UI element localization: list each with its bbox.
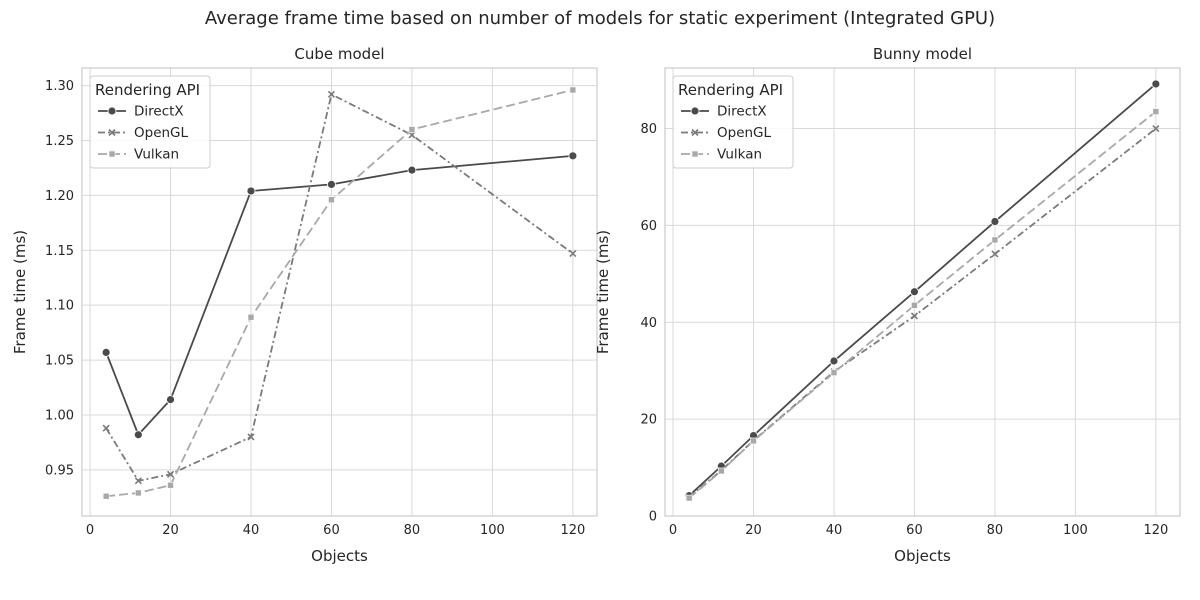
data-point-opengl <box>327 90 336 98</box>
legend-marker-directx <box>690 106 700 116</box>
x-tick-label: 100 <box>480 523 505 538</box>
series-directx <box>101 151 578 440</box>
legend: Rendering API DirectX OpenGL Vulkan <box>89 75 211 169</box>
legend-box <box>89 75 211 169</box>
y-tick-label: 0.95 <box>45 463 74 478</box>
panel-title: Cube model <box>294 45 384 63</box>
y-tick-label: 20 <box>640 413 657 428</box>
x-tick-label: 0 <box>669 523 677 538</box>
y-axis-label: Frame time (ms) <box>11 230 29 354</box>
data-point-opengl <box>102 424 110 432</box>
x-tick-label: 120 <box>560 523 585 538</box>
legend-marker-vulkan <box>108 150 116 158</box>
data-point-vulkan <box>718 467 725 475</box>
data-point-directx <box>407 165 417 175</box>
data-point-vulkan <box>685 494 693 502</box>
data-point-vulkan <box>247 313 255 321</box>
data-point-vulkan <box>569 86 577 94</box>
y-tick-label: 1.00 <box>45 408 74 423</box>
legend-label-directx: DirectX <box>717 104 767 120</box>
x-axis-label: Objects <box>894 547 951 565</box>
legend-marker-vulkan <box>691 150 699 158</box>
data-point-opengl <box>408 131 416 139</box>
series-vulkan <box>102 86 577 500</box>
x-tick-label: 60 <box>323 523 340 538</box>
x-axis-label: Objects <box>311 547 368 565</box>
x-tick-label: 100 <box>1063 523 1088 538</box>
data-point-directx <box>133 430 143 440</box>
data-point-vulkan <box>328 196 335 204</box>
data-point-opengl <box>910 312 919 320</box>
data-point-vulkan <box>408 126 416 133</box>
data-point-vulkan <box>102 492 110 500</box>
data-point-vulkan <box>167 481 174 489</box>
panel-title: Bunny model <box>873 45 972 63</box>
x-tick-label: 80 <box>404 523 421 538</box>
data-point-directx <box>910 287 919 297</box>
data-point-vulkan <box>750 437 757 445</box>
legend-marker-directx <box>107 106 117 116</box>
plot-frame <box>81 67 598 517</box>
data-point-directx <box>101 347 111 357</box>
y-tick-label: 1.10 <box>45 299 74 314</box>
x-tick-label: 20 <box>162 523 179 538</box>
legend-title: Rendering API <box>95 81 200 99</box>
data-point-opengl <box>166 470 175 478</box>
figure-title: Average frame time based on number of mo… <box>204 8 996 29</box>
series-vulkan <box>685 108 1160 502</box>
chart-panel-2: 0 20 40 60 80 100 120 0 20 40 60 80 Objects Frame tim… <box>594 45 1181 565</box>
data-point-vulkan <box>1152 108 1160 115</box>
plot-frame <box>664 67 1181 517</box>
y-tick-label: 1.20 <box>45 189 74 204</box>
legend-title: Rendering API <box>678 81 783 99</box>
x-tick-label: 40 <box>243 523 260 538</box>
legend-box <box>672 75 794 169</box>
data-point-vulkan <box>830 369 838 376</box>
y-tick-label: 1.05 <box>45 354 74 369</box>
data-point-vulkan <box>911 302 918 309</box>
data-point-directx <box>166 395 175 405</box>
x-tick-label: 20 <box>745 523 762 538</box>
legend-marker-opengl <box>691 128 699 137</box>
data-point-directx <box>1151 79 1161 89</box>
data-point-opengl <box>1152 124 1160 133</box>
legend-label-vulkan: Vulkan <box>717 147 762 163</box>
legend: Rendering API DirectX OpenGL Vulkan <box>672 75 794 169</box>
data-point-directx <box>990 217 1000 226</box>
x-tick-label: 40 <box>826 523 843 538</box>
data-point-directx <box>246 186 256 196</box>
data-point-directx <box>568 151 578 161</box>
legend-label-vulkan: Vulkan <box>134 147 179 163</box>
data-point-opengl <box>569 250 577 258</box>
series-opengl <box>102 90 577 485</box>
chart-panel-1: 0 20 40 60 80 100 120 0.95 1.00 1.05 1.10 1.15 1.20 1… <box>11 45 598 565</box>
y-axis-label: Frame time (ms) <box>594 230 612 354</box>
y-tick-label: 60 <box>640 219 657 234</box>
y-tick-label: 0 <box>649 510 657 525</box>
y-tick-label: 80 <box>640 122 657 137</box>
x-tick-label: 60 <box>906 523 923 538</box>
x-tick-label: 80 <box>987 523 1004 538</box>
series-directx <box>684 79 1161 501</box>
y-tick-label: 40 <box>640 316 657 331</box>
data-point-opengl <box>991 250 999 258</box>
data-point-directx <box>829 356 839 366</box>
legend-label-opengl: OpenGL <box>717 125 772 141</box>
y-tick-label: 1.30 <box>45 79 74 94</box>
y-tick-label: 1.15 <box>45 244 74 259</box>
data-point-directx <box>327 179 336 189</box>
x-tick-label: 0 <box>86 523 94 538</box>
legend-label-opengl: OpenGL <box>134 125 189 141</box>
legend-label-directx: DirectX <box>134 104 184 120</box>
y-tick-label: 1.25 <box>45 134 74 149</box>
legend-marker-opengl <box>108 128 116 137</box>
data-point-opengl <box>134 477 142 485</box>
x-tick-label: 120 <box>1143 523 1168 538</box>
data-point-vulkan <box>991 236 999 244</box>
data-point-vulkan <box>135 489 142 497</box>
data-point-opengl <box>247 433 255 441</box>
